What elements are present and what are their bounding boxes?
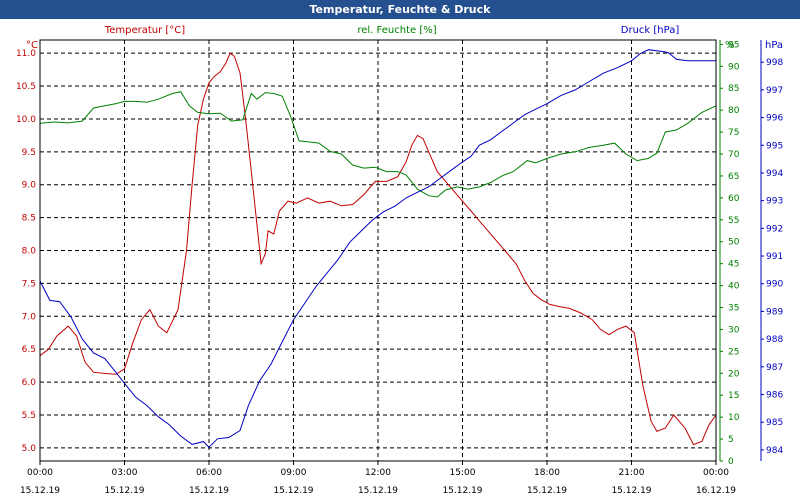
temperature-series-line	[39, 52, 717, 446]
pressure-tick-label: 998	[766, 58, 783, 68]
x-tick-date: 15.12.19	[527, 486, 567, 496]
pressure-tick-label: 985	[766, 418, 783, 428]
pressure-series-line	[39, 49, 716, 448]
x-tick-date: 15.12.19	[189, 486, 229, 496]
temperature-tick-label: 10.0	[16, 115, 36, 125]
x-tick-date: 15.12.19	[442, 486, 482, 496]
humidity-tick-label: 90	[728, 62, 740, 72]
humidity-tick-label: 70	[728, 150, 740, 160]
pressure-tick-label: 997	[766, 86, 783, 96]
pressure-series-label: Druck [hPa]	[621, 25, 680, 36]
x-tick-time: 03:00	[112, 468, 138, 478]
x-tick-date: 16.12.19	[696, 486, 736, 496]
temperature-tick-label: 6.0	[22, 378, 37, 388]
axis-labels: °C % hPa Temperatur [°C] rel. Feuchte [%…	[26, 25, 783, 51]
x-tick-time: 09:00	[281, 468, 307, 478]
humidity-tick-label: 20	[728, 369, 740, 379]
temperature-tick-label: 10.5	[16, 82, 36, 92]
pressure-tick-label: 993	[766, 197, 783, 207]
temperature-tick-label: 8.5	[22, 214, 36, 224]
pressure-tick-label: 991	[766, 252, 783, 262]
grid-lines	[40, 40, 716, 461]
humidity-tick-label: 55	[728, 216, 739, 226]
humidity-tick-label: 30	[728, 325, 740, 335]
x-tick-time: 00:00	[703, 468, 729, 478]
x-tick-time: 12:00	[365, 468, 391, 478]
weather-chart: 00:00 15.12.19 03:00 15.12.19 06:00 15.12.19 0…	[0, 19, 800, 500]
temperature-series-label: Temperatur [°C]	[104, 25, 185, 36]
x-tick-time: 15:00	[450, 468, 476, 478]
pressure-tick-label: 992	[766, 224, 783, 234]
pressure-tick-label: 988	[766, 335, 783, 345]
humidity-series-line	[39, 91, 717, 198]
x-tick-time: 21:00	[619, 468, 645, 478]
humidity-tick-label: 10	[728, 413, 740, 423]
pressure-tick-label: 989	[766, 307, 783, 317]
humidity-tick-label: 15	[728, 391, 739, 401]
humidity-unit-label: %	[725, 40, 735, 51]
pressure-tick-label: 986	[766, 391, 783, 401]
pressure-tick-label: 987	[766, 363, 783, 373]
x-tick-time: 00:00	[27, 468, 53, 478]
pressure-tick-label: 990	[766, 280, 783, 290]
pressure-tick-label: 995	[766, 141, 783, 151]
humidity-tick-label: 35	[728, 304, 739, 314]
axes: 00:00 15.12.19 03:00 15.12.19 06:00 15.12.19 0…	[16, 39, 783, 496]
temperature-tick-label: 7.5	[22, 279, 36, 289]
x-tick-date: 15.12.19	[20, 486, 60, 496]
humidity-tick-label: 95	[728, 40, 739, 50]
humidity-tick-label: 0	[728, 457, 734, 467]
humidity-tick-label: 60	[728, 194, 740, 204]
x-tick-date: 15.12.19	[273, 486, 313, 496]
pressure-unit-label: hPa	[765, 40, 783, 51]
temperature-tick-label: 7.0	[22, 312, 37, 322]
pressure-tick-label: 984	[766, 446, 783, 456]
temperature-tick-label: 5.0	[22, 444, 37, 454]
chart-title: Temperatur, Feuchte & Druck	[0, 0, 800, 19]
temperature-tick-label: 8.0	[22, 247, 37, 257]
temperature-tick-label: 9.0	[22, 181, 37, 191]
humidity-tick-label: 80	[728, 106, 740, 116]
humidity-tick-label: 5	[728, 435, 734, 445]
pressure-tick-label: 994	[766, 169, 783, 179]
humidity-series-label: rel. Feuchte [%]	[357, 25, 436, 36]
temperature-unit-label: °C	[26, 40, 38, 51]
x-tick-date: 15.12.19	[611, 486, 651, 496]
humidity-tick-label: 45	[728, 260, 739, 270]
temperature-tick-label: 11.0	[16, 49, 36, 59]
chart-background	[0, 19, 800, 500]
humidity-tick-label: 85	[728, 84, 739, 94]
x-tick-time: 18:00	[534, 468, 560, 478]
x-tick-time: 06:00	[196, 468, 222, 478]
temperature-tick-label: 9.5	[22, 148, 36, 158]
temperature-tick-label: 5.5	[22, 411, 36, 421]
x-tick-date: 15.12.19	[104, 486, 144, 496]
humidity-tick-label: 75	[728, 128, 739, 138]
x-tick-date: 15.12.19	[358, 486, 398, 496]
plot-frame	[39, 39, 717, 462]
humidity-tick-label: 25	[728, 347, 739, 357]
humidity-tick-label: 40	[728, 282, 740, 292]
pressure-tick-label: 996	[766, 114, 783, 124]
temperature-tick-label: 6.5	[22, 345, 36, 355]
humidity-tick-label: 65	[728, 172, 739, 182]
humidity-tick-label: 50	[728, 238, 740, 248]
plot-series	[39, 49, 717, 448]
